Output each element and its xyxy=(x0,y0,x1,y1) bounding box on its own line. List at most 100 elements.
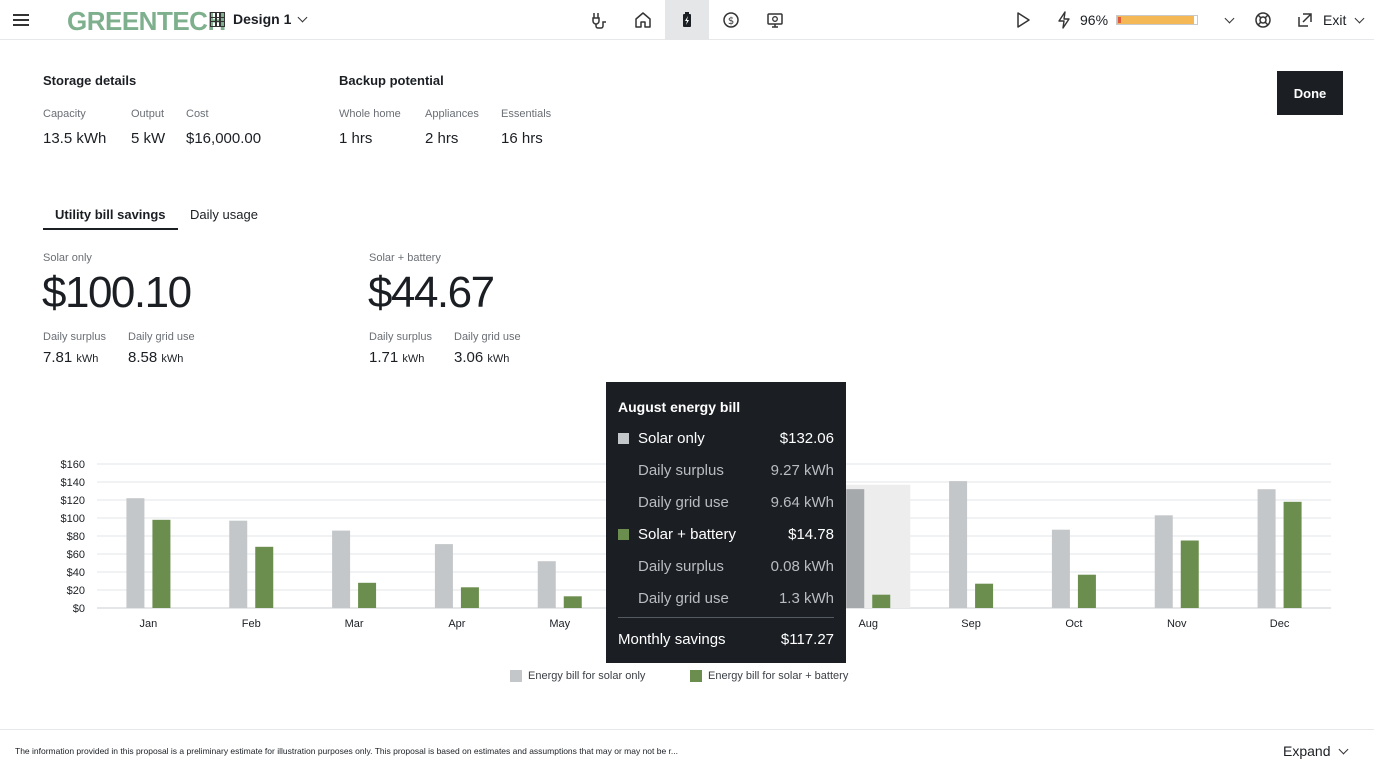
legend-solar-battery: Energy bill for solar + battery xyxy=(690,670,848,682)
tooltip-solar-grid-row: Daily grid use 9.64 kWh xyxy=(618,494,834,511)
solar-battery-surplus-label: Daily surplus xyxy=(369,331,432,343)
whole-home-value: 1 hrs xyxy=(339,130,373,147)
solar-only-amount: $100.10 xyxy=(42,268,192,317)
solar-only-surplus: 7.81 kWh xyxy=(43,349,98,366)
bar-solar-only xyxy=(126,498,145,608)
bar-solar-only xyxy=(949,481,968,608)
x-tick-label: Aug xyxy=(858,618,878,630)
exit-icon xyxy=(1298,13,1312,27)
surplus-value: 7.81 xyxy=(43,349,73,366)
lightning-icon xyxy=(1058,11,1070,29)
tooltip-battery-grid-row: Daily grid use 1.3 kWh xyxy=(618,590,834,607)
output-label: Output xyxy=(131,108,165,120)
grid-value: 8.58 xyxy=(128,349,158,366)
unit: kWh xyxy=(161,353,184,365)
tab-daily-usage[interactable]: Daily usage xyxy=(190,207,258,222)
nav-tab-proposal[interactable] xyxy=(753,0,797,40)
bar-solar-only xyxy=(332,530,351,608)
bar-solar-battery xyxy=(255,546,274,608)
design-label: Design 1 xyxy=(233,11,292,27)
label: Daily surplus xyxy=(638,462,724,479)
y-tick-label: $0 xyxy=(73,603,85,615)
swatch xyxy=(618,529,629,540)
dollar-icon: $ xyxy=(723,12,739,28)
battery-level-bar xyxy=(1116,15,1199,25)
legend-swatch xyxy=(510,670,522,682)
backup-title: Backup potential xyxy=(339,73,444,88)
bar-solar-only xyxy=(846,489,865,608)
bar-solar-only xyxy=(434,544,453,608)
battery-icon xyxy=(683,12,691,27)
label: Daily surplus xyxy=(638,558,724,575)
nav-tab-home[interactable] xyxy=(621,0,665,40)
capacity-value: 13.5 kWh xyxy=(43,130,107,147)
bar-solar-only xyxy=(1154,515,1173,608)
x-tick-label: Dec xyxy=(1270,618,1290,630)
solar-only-grid-label: Daily grid use xyxy=(128,331,195,343)
essentials-value: 16 hrs xyxy=(501,130,543,147)
nav-tab-pricing[interactable]: $ xyxy=(709,0,753,40)
menu-icon[interactable] xyxy=(12,11,30,29)
x-tick-label: Apr xyxy=(448,618,465,630)
solar-battery-surplus: 1.71 kWh xyxy=(369,349,424,366)
done-button[interactable]: Done xyxy=(1277,71,1343,115)
wrench-plug-icon xyxy=(592,13,606,29)
unit: kWh xyxy=(402,353,425,365)
bar-solar-battery xyxy=(1283,501,1302,608)
bar-solar-only xyxy=(1257,489,1276,608)
solar-only-grid: 8.58 kWh xyxy=(128,349,183,366)
x-tick-label: Nov xyxy=(1167,618,1187,630)
chevron-down-icon[interactable] xyxy=(1224,13,1235,23)
bar-solar-only xyxy=(229,520,248,608)
nav-tab-battery[interactable] xyxy=(665,0,709,40)
label: Monthly savings xyxy=(618,631,726,648)
solar-battery-label: Solar + battery xyxy=(369,252,441,264)
lifebuoy-icon xyxy=(1255,12,1271,28)
top-bar: GREENTECH Design 1 $ 96% Exit xyxy=(0,0,1374,40)
bar-solar-battery xyxy=(460,587,479,608)
bar-solar-battery xyxy=(1180,540,1199,608)
grid-value: 3.06 xyxy=(454,349,484,366)
nav-tab-design[interactable] xyxy=(577,0,621,40)
bar-solar-battery xyxy=(872,594,891,608)
exit-label: Exit xyxy=(1323,12,1347,28)
home-icon xyxy=(635,12,651,28)
expand-label: Expand xyxy=(1283,743,1331,759)
output-value: 5 kW xyxy=(131,130,166,147)
exit-button[interactable]: Exit xyxy=(1297,0,1365,40)
tooltip-solar-surplus-row: Daily surplus 9.27 kWh xyxy=(618,462,834,479)
y-tick-label: $120 xyxy=(61,495,85,507)
tooltip-solar-row: Solar only $132.06 xyxy=(618,430,834,447)
disclaimer: The information provided in this proposa… xyxy=(15,746,679,756)
solar-only-label: Solar only xyxy=(43,252,92,264)
y-tick-label: $140 xyxy=(61,477,85,489)
x-tick-label: Sep xyxy=(961,618,981,630)
bar-solar-battery xyxy=(1077,574,1096,608)
tooltip-divider xyxy=(618,617,834,618)
tooltip-title: August energy bill xyxy=(618,399,741,415)
design-selector[interactable]: Design 1 xyxy=(210,11,308,27)
battery-status[interactable]: 96% xyxy=(1056,0,1235,40)
chevron-down-icon xyxy=(1339,744,1349,754)
tooltip-savings-row: Monthly savings $117.27 xyxy=(618,631,834,648)
x-tick-label: Mar xyxy=(345,618,364,630)
y-tick-label: $40 xyxy=(67,567,85,579)
play-button[interactable] xyxy=(1014,0,1032,40)
cost-value: $16,000.00 xyxy=(186,130,262,147)
whole-home-label: Whole home xyxy=(339,108,401,120)
tab-utility-bill-savings[interactable]: Utility bill savings xyxy=(43,200,178,230)
tooltip-battery-row: Solar + battery $14.78 xyxy=(618,526,834,543)
footer: The information provided in this proposa… xyxy=(0,729,1374,772)
bar-solar-only xyxy=(537,561,556,608)
bar-solar-battery xyxy=(563,596,582,608)
legend-label: Energy bill for solar + battery xyxy=(708,670,849,682)
unit: kWh xyxy=(76,353,99,365)
help-button[interactable] xyxy=(1254,0,1272,40)
chevron-down-icon xyxy=(297,12,308,22)
x-tick-label: Jan xyxy=(140,618,158,630)
value: 0.08 kWh xyxy=(770,558,834,575)
label: Daily grid use xyxy=(638,590,729,607)
label: Daily grid use xyxy=(638,494,729,511)
expand-button[interactable]: Expand xyxy=(1283,743,1349,759)
unit: kWh xyxy=(487,353,510,365)
